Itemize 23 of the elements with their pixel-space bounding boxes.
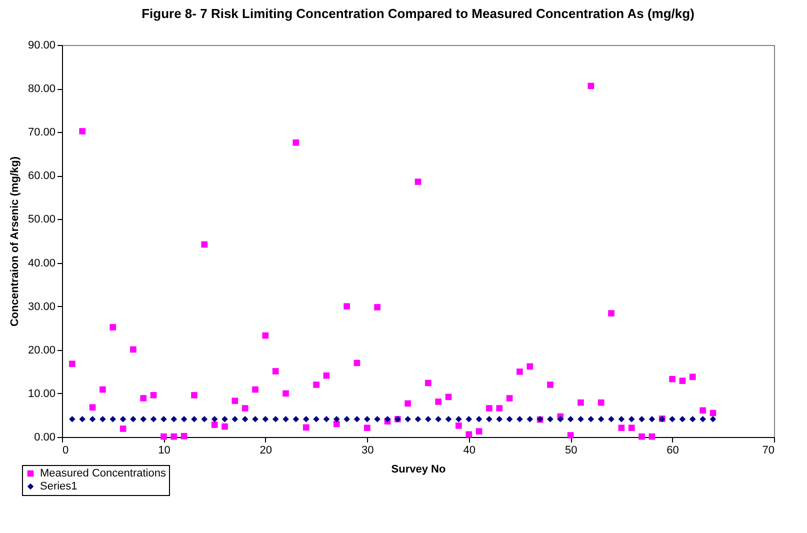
chart-title: Figure 8- 7 Risk Limiting Concentration Compared to Measured Concentration As (mg/kg) <box>142 6 694 21</box>
y-tick-label: 40.00 <box>28 257 56 270</box>
y-tick-label: 30.00 <box>28 300 56 313</box>
y-tick-label: 0.00 <box>34 432 56 444</box>
y-tick-label: 60.00 <box>28 170 56 182</box>
x-axis-title: Survey No <box>391 464 446 476</box>
x-tick-label: 20 <box>260 444 272 456</box>
y-axis-title: Concentraion of Arsenic (mg/kg) <box>8 156 21 327</box>
x-tick-label: 40 <box>463 444 476 456</box>
x-tick-label: 0 <box>62 444 69 456</box>
y-tick-label: 80.00 <box>28 83 56 96</box>
legend-label: Measured Concentrations <box>40 468 166 480</box>
x-tick-label: 70 <box>762 444 774 456</box>
y-tick-label: 20.00 <box>28 344 56 356</box>
x-tick-label: 30 <box>362 444 374 456</box>
x-tick-label: 10 <box>158 444 170 456</box>
y-tick-label: 10.00 <box>28 388 56 400</box>
y-tick-label: 90.00 <box>28 40 56 52</box>
y-tick-label: 50.00 <box>28 214 56 226</box>
x-tick-label: 60 <box>666 444 679 456</box>
y-tick-label: 70.00 <box>28 126 56 139</box>
legend-label: Series1 <box>40 480 78 492</box>
x-tick-label: 50 <box>564 444 578 456</box>
